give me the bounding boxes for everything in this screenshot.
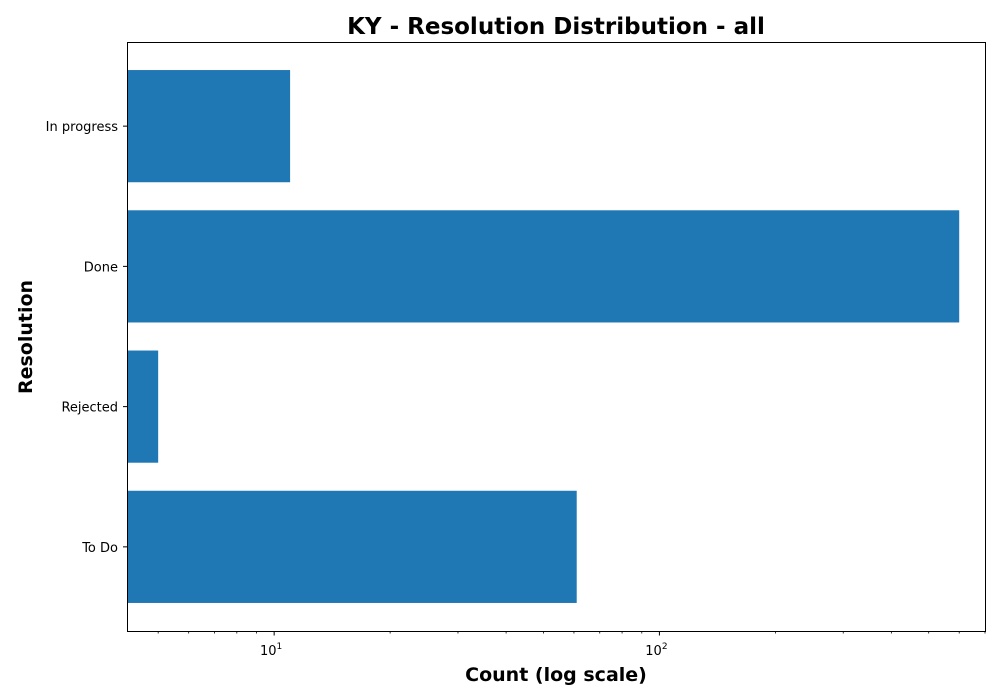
bar-done: [127, 210, 960, 323]
y-tick-label: Done: [84, 260, 118, 275]
bars-group: [127, 70, 960, 603]
y-tick-label: To Do: [81, 541, 118, 556]
x-axis-ticks: 101 102: [157, 631, 986, 659]
y-tick-label: In progress: [46, 120, 119, 135]
x-tick-label: 102: [645, 642, 667, 659]
y-axis-ticks: In progress Done Rejected To Do: [46, 120, 127, 556]
x-axis-label: Count (log scale): [465, 664, 647, 686]
bar-to-do: [127, 490, 577, 603]
y-tick-label: Rejected: [61, 401, 118, 416]
plot-frame: [127, 42, 986, 632]
chart-title: KY - Resolution Distribution - all: [347, 14, 765, 40]
x-tick-label: 101: [260, 642, 282, 659]
bar-rejected: [127, 350, 159, 463]
y-axis-label: Resolution: [15, 280, 37, 394]
bar-in-progress: [127, 70, 291, 183]
